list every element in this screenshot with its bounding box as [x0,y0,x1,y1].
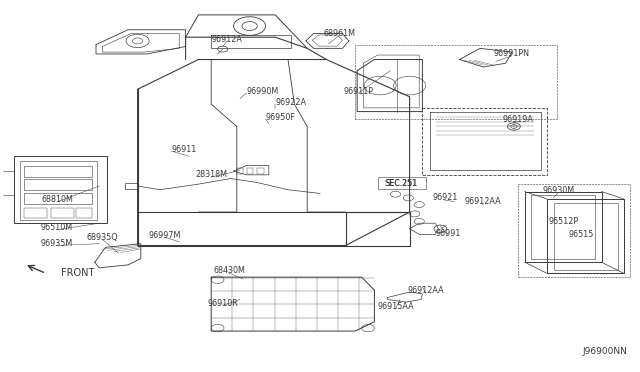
Bar [525,192,602,262]
Bar [76,208,92,218]
Text: 96935M: 96935M [40,239,72,248]
Bar [237,168,243,174]
Bar [24,193,92,204]
Text: 68810M: 68810M [42,195,74,203]
Text: 96510M: 96510M [40,223,72,232]
Bar [247,168,253,174]
Bar [24,179,92,190]
Text: 96910R: 96910R [207,299,238,308]
Text: 96515: 96515 [568,230,594,239]
Text: 96991: 96991 [435,229,461,238]
Text: 96921: 96921 [432,193,458,202]
Bar [257,168,264,174]
Text: 96912AA: 96912AA [407,286,444,295]
Text: 96912A: 96912A [212,35,243,44]
Text: FRONT: FRONT [61,269,94,278]
Bar [378,177,426,189]
Text: 68430M: 68430M [213,266,245,275]
Bar [20,161,97,220]
Text: 96919A: 96919A [503,115,534,124]
Text: 96991PN: 96991PN [494,49,530,58]
Bar [547,199,624,273]
Bar [24,166,92,177]
Bar [14,156,107,223]
Bar [355,45,557,119]
Text: 96990M: 96990M [246,87,278,96]
Text: SEC.251: SEC.251 [385,179,418,187]
Bar [518,184,630,277]
Text: 96922A: 96922A [275,98,306,107]
Text: 68961M: 68961M [323,29,355,38]
Text: 96912AA: 96912AA [465,197,502,206]
Bar [125,183,138,189]
Text: 96950F: 96950F [266,113,296,122]
Bar [531,195,595,259]
Text: J96900NN: J96900NN [582,347,627,356]
Text: 68935Q: 68935Q [86,233,118,242]
Text: 28318M: 28318M [195,170,227,179]
Bar [24,208,47,218]
Text: 96512P: 96512P [548,217,579,226]
Text: 96911: 96911 [172,145,196,154]
Text: 96930M: 96930M [542,186,574,195]
Bar [51,208,74,218]
Text: SEC.251: SEC.251 [385,179,417,187]
Text: 96911P: 96911P [344,87,373,96]
Text: 96915AA: 96915AA [377,302,414,311]
Text: 96997M: 96997M [149,231,181,240]
Bar [554,203,618,270]
